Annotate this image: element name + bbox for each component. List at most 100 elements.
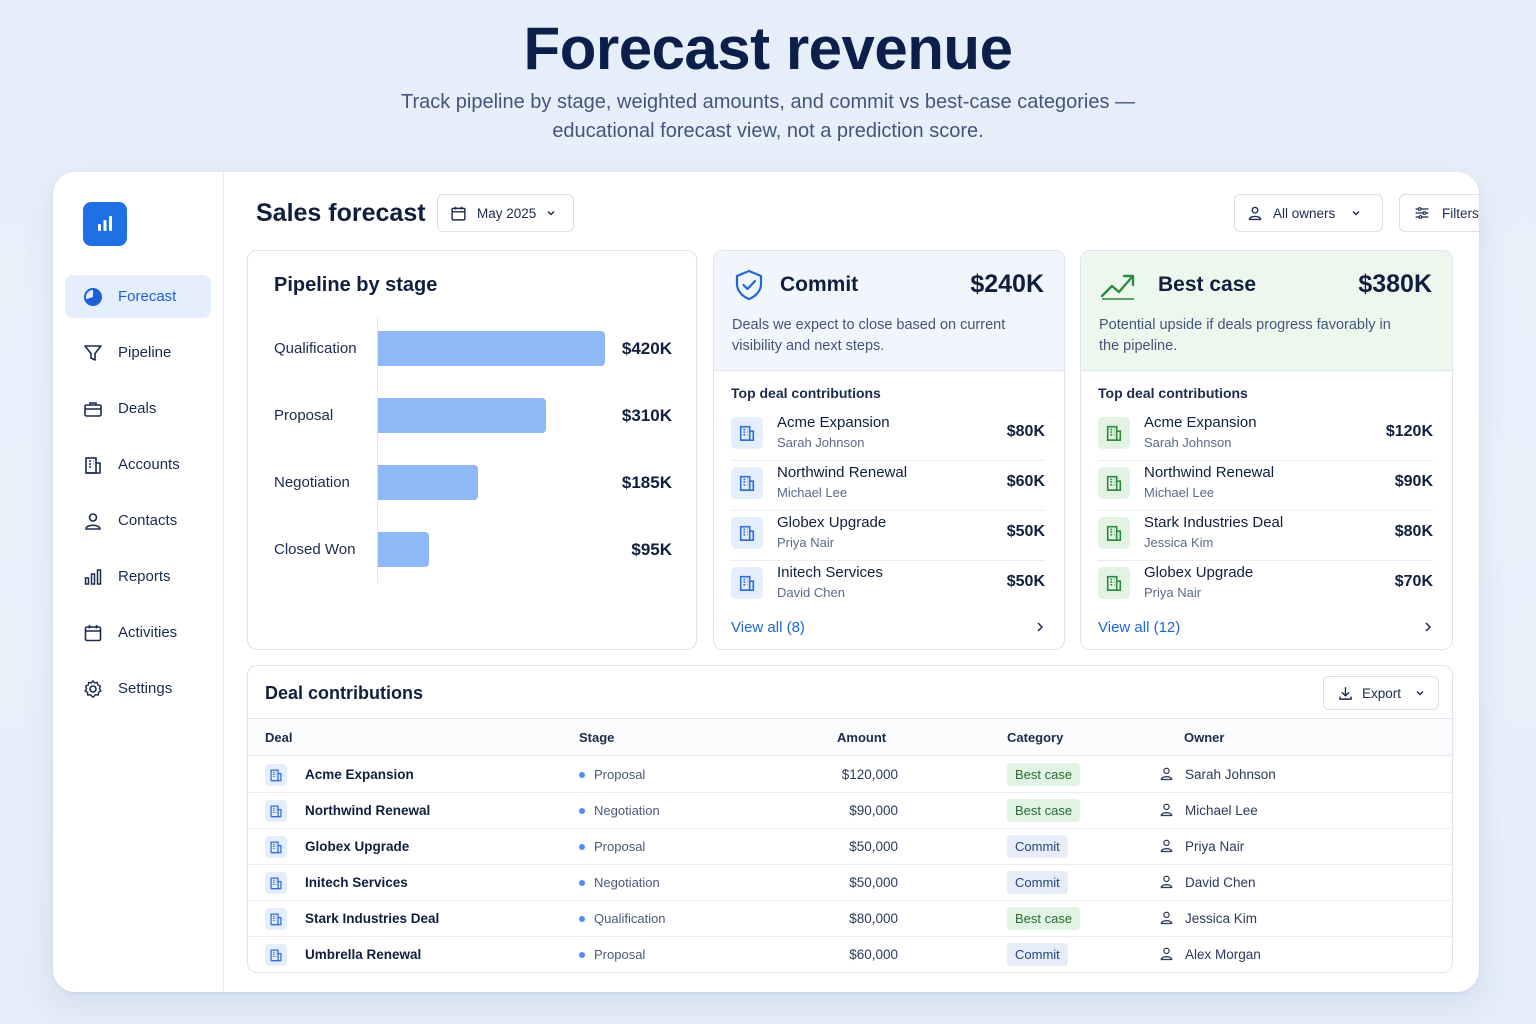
cell-amount: $60,000 bbox=[849, 947, 898, 962]
category-badge: Best case bbox=[1007, 763, 1081, 786]
category-badge: Commit bbox=[1007, 871, 1068, 894]
deal-contributions-title: Deal contributions bbox=[265, 683, 424, 703]
stage-value: $420K bbox=[621, 339, 672, 358]
deal-icon bbox=[265, 764, 287, 786]
building-icon bbox=[1106, 475, 1122, 492]
column-header-stage[interactable]: Stage bbox=[579, 730, 615, 745]
column-header-owner[interactable]: Owner bbox=[1184, 730, 1225, 745]
owners-label: All owners bbox=[1273, 205, 1336, 221]
person-icon bbox=[1160, 767, 1173, 781]
export-button[interactable]: Export bbox=[1323, 676, 1439, 710]
deal-contribution-item[interactable]: Acme Expansion Sarah Johnson $120K bbox=[1098, 411, 1433, 461]
commit-amount: $240K bbox=[970, 270, 1044, 298]
cell-amount: $120,000 bbox=[841, 767, 898, 782]
deal-owner: Michael Lee bbox=[1144, 485, 1215, 500]
deal-icon bbox=[1098, 567, 1130, 599]
sidebar-item-accounts[interactable]: Accounts bbox=[65, 443, 211, 486]
deal-owner: Sarah Johnson bbox=[1144, 435, 1232, 450]
date-picker[interactable]: May 2025 bbox=[437, 194, 574, 232]
cell-deal: Initech Services bbox=[305, 875, 408, 890]
cell-deal: Acme Expansion bbox=[305, 767, 414, 782]
sidebar-item-forecast[interactable]: Forecast bbox=[65, 275, 211, 318]
table-row[interactable]: Globex Upgrade Proposal $50,000 Commit Priya… bbox=[248, 829, 1452, 865]
chevron-down-icon bbox=[1416, 691, 1424, 696]
deal-contribution-item[interactable]: Northwind Renewal Michael Lee $60K bbox=[731, 461, 1045, 511]
pipeline-by-stage-card: Pipeline by stage Qualification $420K Prop… bbox=[247, 250, 697, 650]
chevron-right-icon[interactable] bbox=[1034, 621, 1046, 633]
sidebar-nav: Forecast Pipeline Deals Accounts bbox=[65, 275, 211, 723]
category-badge: Commit bbox=[1007, 943, 1068, 966]
cell-deal: Umbrella Renewal bbox=[305, 947, 422, 962]
commit-header: Commit $240K Deals we expect to close ba… bbox=[714, 251, 1064, 371]
pipeline-axis bbox=[377, 317, 378, 583]
best-case-view-all-link[interactable]: View all (12) bbox=[1098, 619, 1181, 636]
pipeline-stage-row: Qualification $420K bbox=[248, 331, 698, 367]
building-icon bbox=[270, 841, 282, 854]
deal-contribution-item[interactable]: Stark Industries Deal Jessica Kim $80K bbox=[1098, 511, 1433, 561]
deal-contribution-item[interactable]: Acme Expansion Sarah Johnson $80K bbox=[731, 411, 1045, 461]
deal-amount: $80K bbox=[1394, 523, 1433, 540]
deal-name: Globex Upgrade bbox=[777, 514, 887, 531]
person-icon bbox=[1160, 875, 1173, 889]
stage-label: Proposal bbox=[274, 407, 334, 424]
person-icon bbox=[1160, 803, 1173, 817]
owners-dropdown[interactable]: All owners bbox=[1234, 194, 1383, 232]
table-row[interactable]: Stark Industries Deal Qualification $80,00… bbox=[248, 901, 1452, 937]
stage-text: Proposal bbox=[594, 839, 646, 854]
filters-button[interactable]: Filters bbox=[1399, 194, 1479, 232]
sidebar-item-settings[interactable]: Settings bbox=[65, 667, 211, 710]
person-icon bbox=[1160, 947, 1173, 961]
category-badge: Commit bbox=[1007, 835, 1068, 858]
table-row[interactable]: Initech Services Negotiation $50,000 Commit… bbox=[248, 865, 1452, 901]
chevron-right-icon[interactable] bbox=[1422, 621, 1434, 633]
building-icon bbox=[270, 877, 282, 890]
stage-bar bbox=[378, 331, 605, 366]
cell-owner: Alex Morgan bbox=[1160, 947, 1261, 962]
sidebar-item-contacts[interactable]: Contacts bbox=[65, 499, 211, 542]
sidebar-item-deals[interactable]: Deals bbox=[65, 387, 211, 430]
sidebar-item-activities[interactable]: Activities bbox=[65, 611, 211, 654]
page-heading: Forecast revenue bbox=[523, 15, 1013, 82]
deal-name: Stark Industries Deal bbox=[1144, 514, 1284, 531]
deal-contribution-item[interactable]: Globex Upgrade Priya Nair $70K bbox=[1098, 561, 1433, 611]
deal-name: Northwind Renewal bbox=[777, 464, 908, 481]
pie-chart-icon bbox=[82, 286, 104, 308]
deal-name: Acme Expansion bbox=[777, 414, 890, 431]
commit-view-all-link[interactable]: View all (8) bbox=[731, 619, 805, 636]
deal-contribution-item[interactable]: Northwind Renewal Michael Lee $90K bbox=[1098, 461, 1433, 511]
stage-value: $95K bbox=[631, 540, 672, 559]
person-icon bbox=[1248, 206, 1262, 221]
table-row[interactable]: Umbrella Renewal Proposal $60,000 Commit Ale… bbox=[248, 937, 1452, 972]
chevron-down-icon bbox=[1352, 211, 1360, 216]
stage-label: Closed Won bbox=[274, 541, 356, 558]
deal-contribution-item[interactable]: Globex Upgrade Priya Nair $50K bbox=[731, 511, 1045, 561]
best-case-description: Potential upside if deals progress favor… bbox=[1099, 317, 1391, 354]
sidebar-item-label: Deals bbox=[118, 400, 157, 417]
deal-owner: David Chen bbox=[777, 585, 845, 600]
category-badge: Best case bbox=[1007, 799, 1081, 822]
column-header-deal[interactable]: Deal bbox=[265, 730, 293, 745]
owner-name: Jessica Kim bbox=[1185, 911, 1258, 926]
deal-contributions-card: Deal contributions Export Deal Stage Amo… bbox=[247, 665, 1453, 973]
table-row[interactable]: Northwind Renewal Negotiation $90,000 Best … bbox=[248, 793, 1452, 829]
deal-amount: $80K bbox=[1006, 423, 1045, 440]
sidebar-item-label: Accounts bbox=[118, 456, 180, 473]
deal-contribution-item[interactable]: Initech Services David Chen $50K bbox=[731, 561, 1045, 611]
pipeline-title: Pipeline by stage bbox=[274, 274, 438, 296]
owner-name: Sarah Johnson bbox=[1185, 767, 1276, 782]
table-row[interactable]: Acme Expansion Proposal $120,000 Best case S… bbox=[248, 757, 1452, 793]
page-title: Sales forecast bbox=[256, 199, 426, 227]
deal-icon bbox=[1098, 417, 1130, 449]
sidebar-item-reports[interactable]: Reports bbox=[65, 555, 211, 598]
cell-stage: Qualification bbox=[579, 911, 666, 926]
stage-text: Qualification bbox=[594, 911, 666, 926]
deal-name: Globex Upgrade bbox=[1144, 564, 1254, 581]
app-logo[interactable] bbox=[83, 202, 127, 246]
column-header-amount[interactable]: Amount bbox=[837, 730, 887, 745]
cell-deal: Stark Industries Deal bbox=[305, 911, 440, 926]
sidebar-item-pipeline[interactable]: Pipeline bbox=[65, 331, 211, 374]
deal-amount: $50K bbox=[1006, 573, 1045, 590]
column-header-category[interactable]: Category bbox=[1007, 730, 1064, 745]
stage-dot bbox=[579, 915, 585, 922]
deal-owner: Jessica Kim bbox=[1144, 535, 1214, 550]
